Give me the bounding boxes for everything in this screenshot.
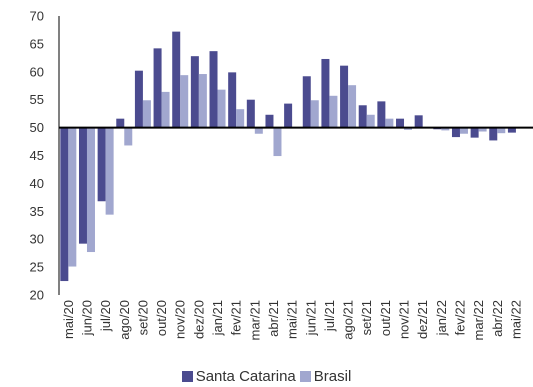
bar-brasil-nov-20 — [180, 75, 189, 128]
x-tick-label: set/21 — [359, 300, 374, 335]
bar-santa-catarina-ago-21 — [340, 65, 349, 128]
bar-santa-catarina-jun-20 — [78, 127, 87, 244]
bar-brasil-jun-21 — [310, 100, 319, 128]
x-tick-label: fev/22 — [452, 300, 467, 335]
bar-brasil-dez-20 — [198, 74, 207, 128]
bar-brasil-jul-20 — [105, 127, 114, 215]
bar-brasil-jan-21 — [217, 89, 226, 128]
y-tick-label: 60 — [30, 64, 44, 79]
x-tick-label: jul/21 — [322, 300, 337, 332]
bar-brasil-out-21 — [385, 118, 394, 128]
bar-brasil-jul-21 — [329, 95, 338, 128]
x-tick-label: ago/20 — [117, 300, 132, 340]
bar-santa-catarina-set-21 — [358, 105, 367, 128]
bar-santa-catarina-mai-21 — [284, 103, 293, 128]
y-axis: 20 25 30 35 40 45 50 55 60 65 70 — [30, 9, 44, 303]
bar-santa-catarina-jul-20 — [97, 127, 106, 202]
x-tick-label: nov/20 — [173, 300, 188, 339]
bar-brasil-out-20 — [161, 91, 170, 128]
bar-santa-catarina-jul-21 — [321, 58, 330, 128]
x-tick-label: dez/20 — [191, 300, 206, 339]
x-tick-label: jun/21 — [303, 300, 318, 336]
bar-brasil-mai-20 — [68, 127, 77, 267]
bars-group — [60, 31, 516, 282]
bar-brasil-nov-21 — [404, 127, 413, 130]
legend-swatch-santa-catarina — [181, 370, 193, 382]
y-tick-label: 70 — [30, 9, 44, 24]
bar-brasil-mar-21 — [254, 127, 263, 134]
bar-santa-catarina-out-21 — [377, 101, 386, 128]
bar-santa-catarina-jan-21 — [209, 51, 218, 128]
bar-santa-catarina-dez-21 — [414, 115, 423, 128]
x-tick-label: out/20 — [154, 300, 169, 336]
legend-item-brasil: Brasil — [299, 367, 352, 385]
x-tick-label: mar/22 — [471, 300, 486, 340]
x-tick-label: out/21 — [378, 300, 393, 336]
legend-swatch-brasil — [299, 370, 311, 382]
bar-santa-catarina-mar-21 — [246, 99, 255, 128]
x-tick-label: jan/21 — [210, 300, 225, 336]
x-tick-label: mai/20 — [61, 300, 76, 339]
bar-brasil-jun-20 — [86, 127, 95, 253]
bar-santa-catarina-ago-20 — [116, 118, 125, 128]
bar-brasil-ago-21 — [348, 85, 357, 128]
legend-label-santa-catarina: Santa Catarina — [195, 367, 296, 385]
x-tick-label: mai/21 — [285, 300, 300, 339]
y-tick-label: 30 — [30, 232, 44, 247]
x-tick-label: fev/21 — [229, 300, 244, 335]
bar-santa-catarina-fev-22 — [451, 127, 460, 138]
bar-santa-catarina-mai-20 — [60, 127, 69, 282]
bar-santa-catarina-mar-22 — [470, 127, 479, 138]
y-tick-label: 25 — [30, 260, 44, 275]
y-tick-label: 20 — [30, 288, 44, 303]
y-tick-label: 50 — [30, 120, 44, 135]
x-tick-label: ago/21 — [341, 300, 356, 340]
bar-brasil-ago-20 — [124, 127, 133, 146]
chart-area: 20 25 30 35 40 45 50 55 60 65 70 mai/20 jun/20 jul/2… — [30, 9, 533, 340]
bar-santa-catarina-nov-20 — [172, 31, 181, 128]
x-tick-label: dez/21 — [415, 300, 430, 339]
x-tick-label: jul/20 — [98, 300, 113, 332]
y-tick-label: 40 — [30, 176, 44, 191]
x-tick-label: mai/22 — [508, 300, 523, 339]
y-tick-label: 55 — [30, 92, 44, 107]
y-tick-label: 35 — [30, 204, 44, 219]
bar-brasil-set-20 — [142, 100, 151, 128]
x-tick-label: abr/21 — [266, 300, 281, 337]
bar-santa-catarina-out-20 — [153, 48, 162, 128]
bar-brasil-mar-22 — [478, 127, 487, 132]
y-tick-label: 45 — [30, 148, 44, 163]
x-tick-label: set/20 — [135, 300, 150, 335]
legend-label-brasil: Brasil — [313, 367, 352, 385]
bar-brasil-abr-21 — [273, 127, 282, 157]
bar-brasil-jan-22 — [441, 127, 450, 131]
bar-brasil-set-21 — [366, 114, 375, 128]
bar-brasil-fev-21 — [236, 109, 245, 128]
y-tick-label: 65 — [30, 36, 44, 51]
bar-santa-catarina-fev-21 — [228, 72, 237, 128]
bar-santa-catarina-jun-21 — [302, 76, 311, 128]
bar-santa-catarina-abr-22 — [489, 127, 498, 141]
x-tick-label: jun/20 — [79, 300, 94, 336]
bar-brasil-abr-22 — [497, 127, 506, 134]
x-tick-label: abr/22 — [490, 300, 505, 337]
x-tick-label: jan/22 — [434, 300, 449, 336]
x-tick-label: mar/21 — [247, 300, 262, 340]
bar-santa-catarina-nov-21 — [396, 118, 405, 128]
legend-item-santa-catarina: Santa Catarina — [181, 367, 296, 385]
bar-santa-catarina-dez-20 — [190, 56, 199, 128]
bar-santa-catarina-mai-22 — [507, 127, 516, 133]
x-axis: mai/20 jun/20 jul/20 ago/20 set/20 out/20 nov/… — [61, 300, 524, 340]
bar-santa-catarina-set-20 — [134, 70, 143, 128]
bar-brasil-fev-22 — [459, 127, 468, 134]
bar-santa-catarina-abr-21 — [265, 114, 274, 128]
x-tick-label: nov/21 — [397, 300, 412, 339]
legend: Santa Catarina Brasil — [0, 366, 533, 386]
